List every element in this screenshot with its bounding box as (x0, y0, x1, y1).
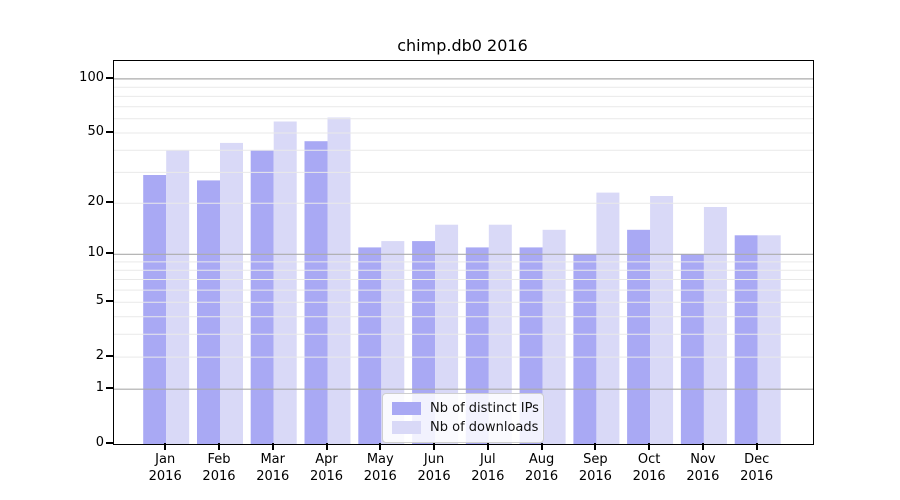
legend-label-downloads: Nb of downloads (430, 420, 539, 435)
y-tick-label-100: 100 (79, 69, 104, 85)
y-tick-mark-5 (106, 300, 113, 303)
x-tick-label-aug: Aug 2016 (525, 452, 559, 484)
bar-ips-may (358, 247, 382, 444)
x-tick-label-jul: Jul 2016 (471, 452, 505, 484)
bar-downloads-sep (596, 192, 620, 444)
x-tick-mark-jun (433, 443, 436, 450)
plot-area (113, 60, 814, 445)
x-tick-mark-aug (540, 443, 543, 450)
x-tick-label-feb: Feb 2016 (202, 452, 236, 484)
legend-entry-distinct-ips: Nb of distinct IPs (392, 399, 539, 418)
x-tick-label-apr: Apr 2016 (309, 452, 344, 484)
bar-ips-nov (680, 254, 704, 444)
bar-downloads-nov (703, 207, 727, 444)
y-tick-label-10: 10 (87, 245, 104, 261)
x-tick-mark-jan (164, 443, 167, 450)
legend-swatch-downloads (392, 421, 421, 434)
x-tick-mark-oct (648, 443, 651, 450)
x-tick-label-jun: Jun 2016 (417, 452, 451, 484)
bar-downloads-feb (220, 142, 243, 444)
bar-ips-sep (573, 254, 597, 444)
x-tick-label-mar: Mar 2016 (256, 452, 290, 484)
y-tick-mark-2 (106, 355, 113, 358)
x-tick-mark-dec (755, 443, 758, 450)
bar-downloads-mar (273, 121, 297, 444)
y-tick-label-2: 2 (95, 348, 104, 364)
x-tick-mark-may (379, 443, 382, 450)
y-tick-mark-10 (106, 252, 113, 255)
y-tick-label-0: 0 (95, 435, 104, 450)
y-tick-label-50: 50 (87, 123, 104, 139)
x-tick-mark-apr (325, 443, 328, 450)
y-tick-mark-0 (106, 442, 113, 444)
y-tick-label-20: 20 (87, 194, 104, 210)
y-tick-mark-50 (106, 130, 113, 133)
bar-downloads-apr (327, 117, 351, 444)
bar-ips-feb (197, 180, 220, 444)
x-tick-mark-mar (271, 443, 274, 450)
chart-title: chimp.db0 2016 (397, 36, 528, 55)
x-tick-label-sep: Sep 2016 (578, 452, 612, 484)
x-tick-mark-nov (701, 443, 704, 450)
y-tick-mark-20 (106, 201, 113, 204)
bar-ips-oct (627, 229, 651, 444)
y-tick-mark-1 (106, 387, 113, 390)
bar-downloads-aug (542, 229, 566, 444)
bar-downloads-oct (650, 196, 674, 444)
bar-ips-jan (143, 175, 167, 444)
x-tick-label-may: May 2016 (363, 452, 397, 484)
x-tick-label-jan: Jan 2016 (148, 452, 182, 484)
bars-and-grid-canvas (114, 78, 813, 444)
x-tick-mark-jul (486, 443, 489, 450)
bar-ips-dec (734, 235, 758, 444)
chart-legend: Nb of distinct IPs Nb of downloads (382, 393, 544, 443)
bar-downloads-jan (166, 150, 190, 444)
y-tick-mark-100 (106, 76, 113, 79)
x-tick-label-nov: Nov 2016 (686, 452, 720, 484)
legend-swatch-distinct-ips (392, 402, 421, 415)
x-tick-mark-feb (217, 443, 220, 450)
y-tick-label-1: 1 (95, 380, 104, 396)
x-tick-label-oct: Oct 2016 (632, 452, 666, 484)
bar-ips-mar (250, 150, 274, 444)
y-tick-label-5: 5 (95, 293, 104, 309)
bar-ips-apr (304, 141, 328, 444)
legend-label-distinct-ips: Nb of distinct IPs (430, 401, 539, 416)
legend-entry-downloads: Nb of downloads (392, 418, 538, 437)
x-tick-label-dec: Dec 2016 (740, 452, 774, 484)
bar-downloads-dec (757, 235, 781, 444)
x-tick-mark-sep (594, 443, 597, 450)
